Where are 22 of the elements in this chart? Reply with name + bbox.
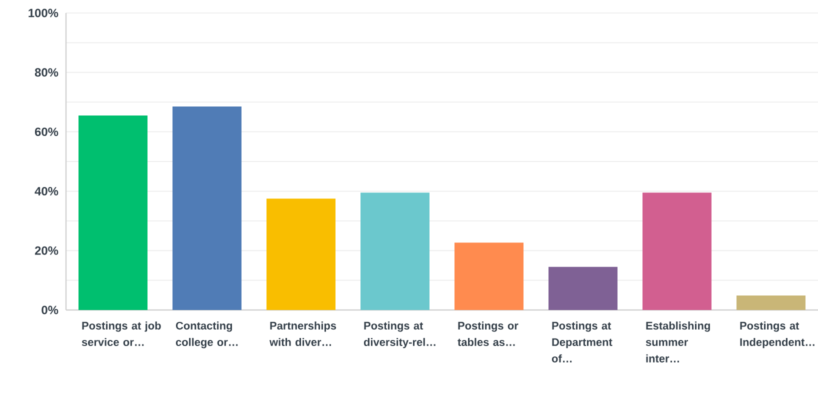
y-tick-label: 0% <box>42 306 58 314</box>
bar <box>266 198 336 310</box>
x-tick-label: Postings at Department of… <box>552 322 612 362</box>
y-tick-label: 100% <box>28 8 58 18</box>
bar <box>172 106 242 310</box>
y-tick-label: 60% <box>34 128 58 136</box>
x-tick-label: Partnerships with diver… <box>269 322 336 346</box>
x-tick-label: Postings at diversity-rel… <box>364 322 436 348</box>
bar <box>360 192 430 310</box>
x-tick-label: Establishing summer inter… <box>646 322 710 362</box>
bar <box>548 266 618 310</box>
y-tick-label: 20% <box>34 246 58 255</box>
bar <box>454 242 524 310</box>
x-tick-label: Postings at Independent… <box>740 322 814 348</box>
x-tick-label: Contacting college or… <box>176 322 238 348</box>
y-tick-label: 80% <box>34 68 58 77</box>
bar <box>78 115 148 310</box>
bar <box>736 295 806 310</box>
x-tick-label: Postings at job service or… <box>82 322 161 346</box>
bar <box>642 192 712 310</box>
x-tick-label: Postings or tables as… <box>458 322 518 346</box>
y-tick-label: 40% <box>34 186 58 196</box>
